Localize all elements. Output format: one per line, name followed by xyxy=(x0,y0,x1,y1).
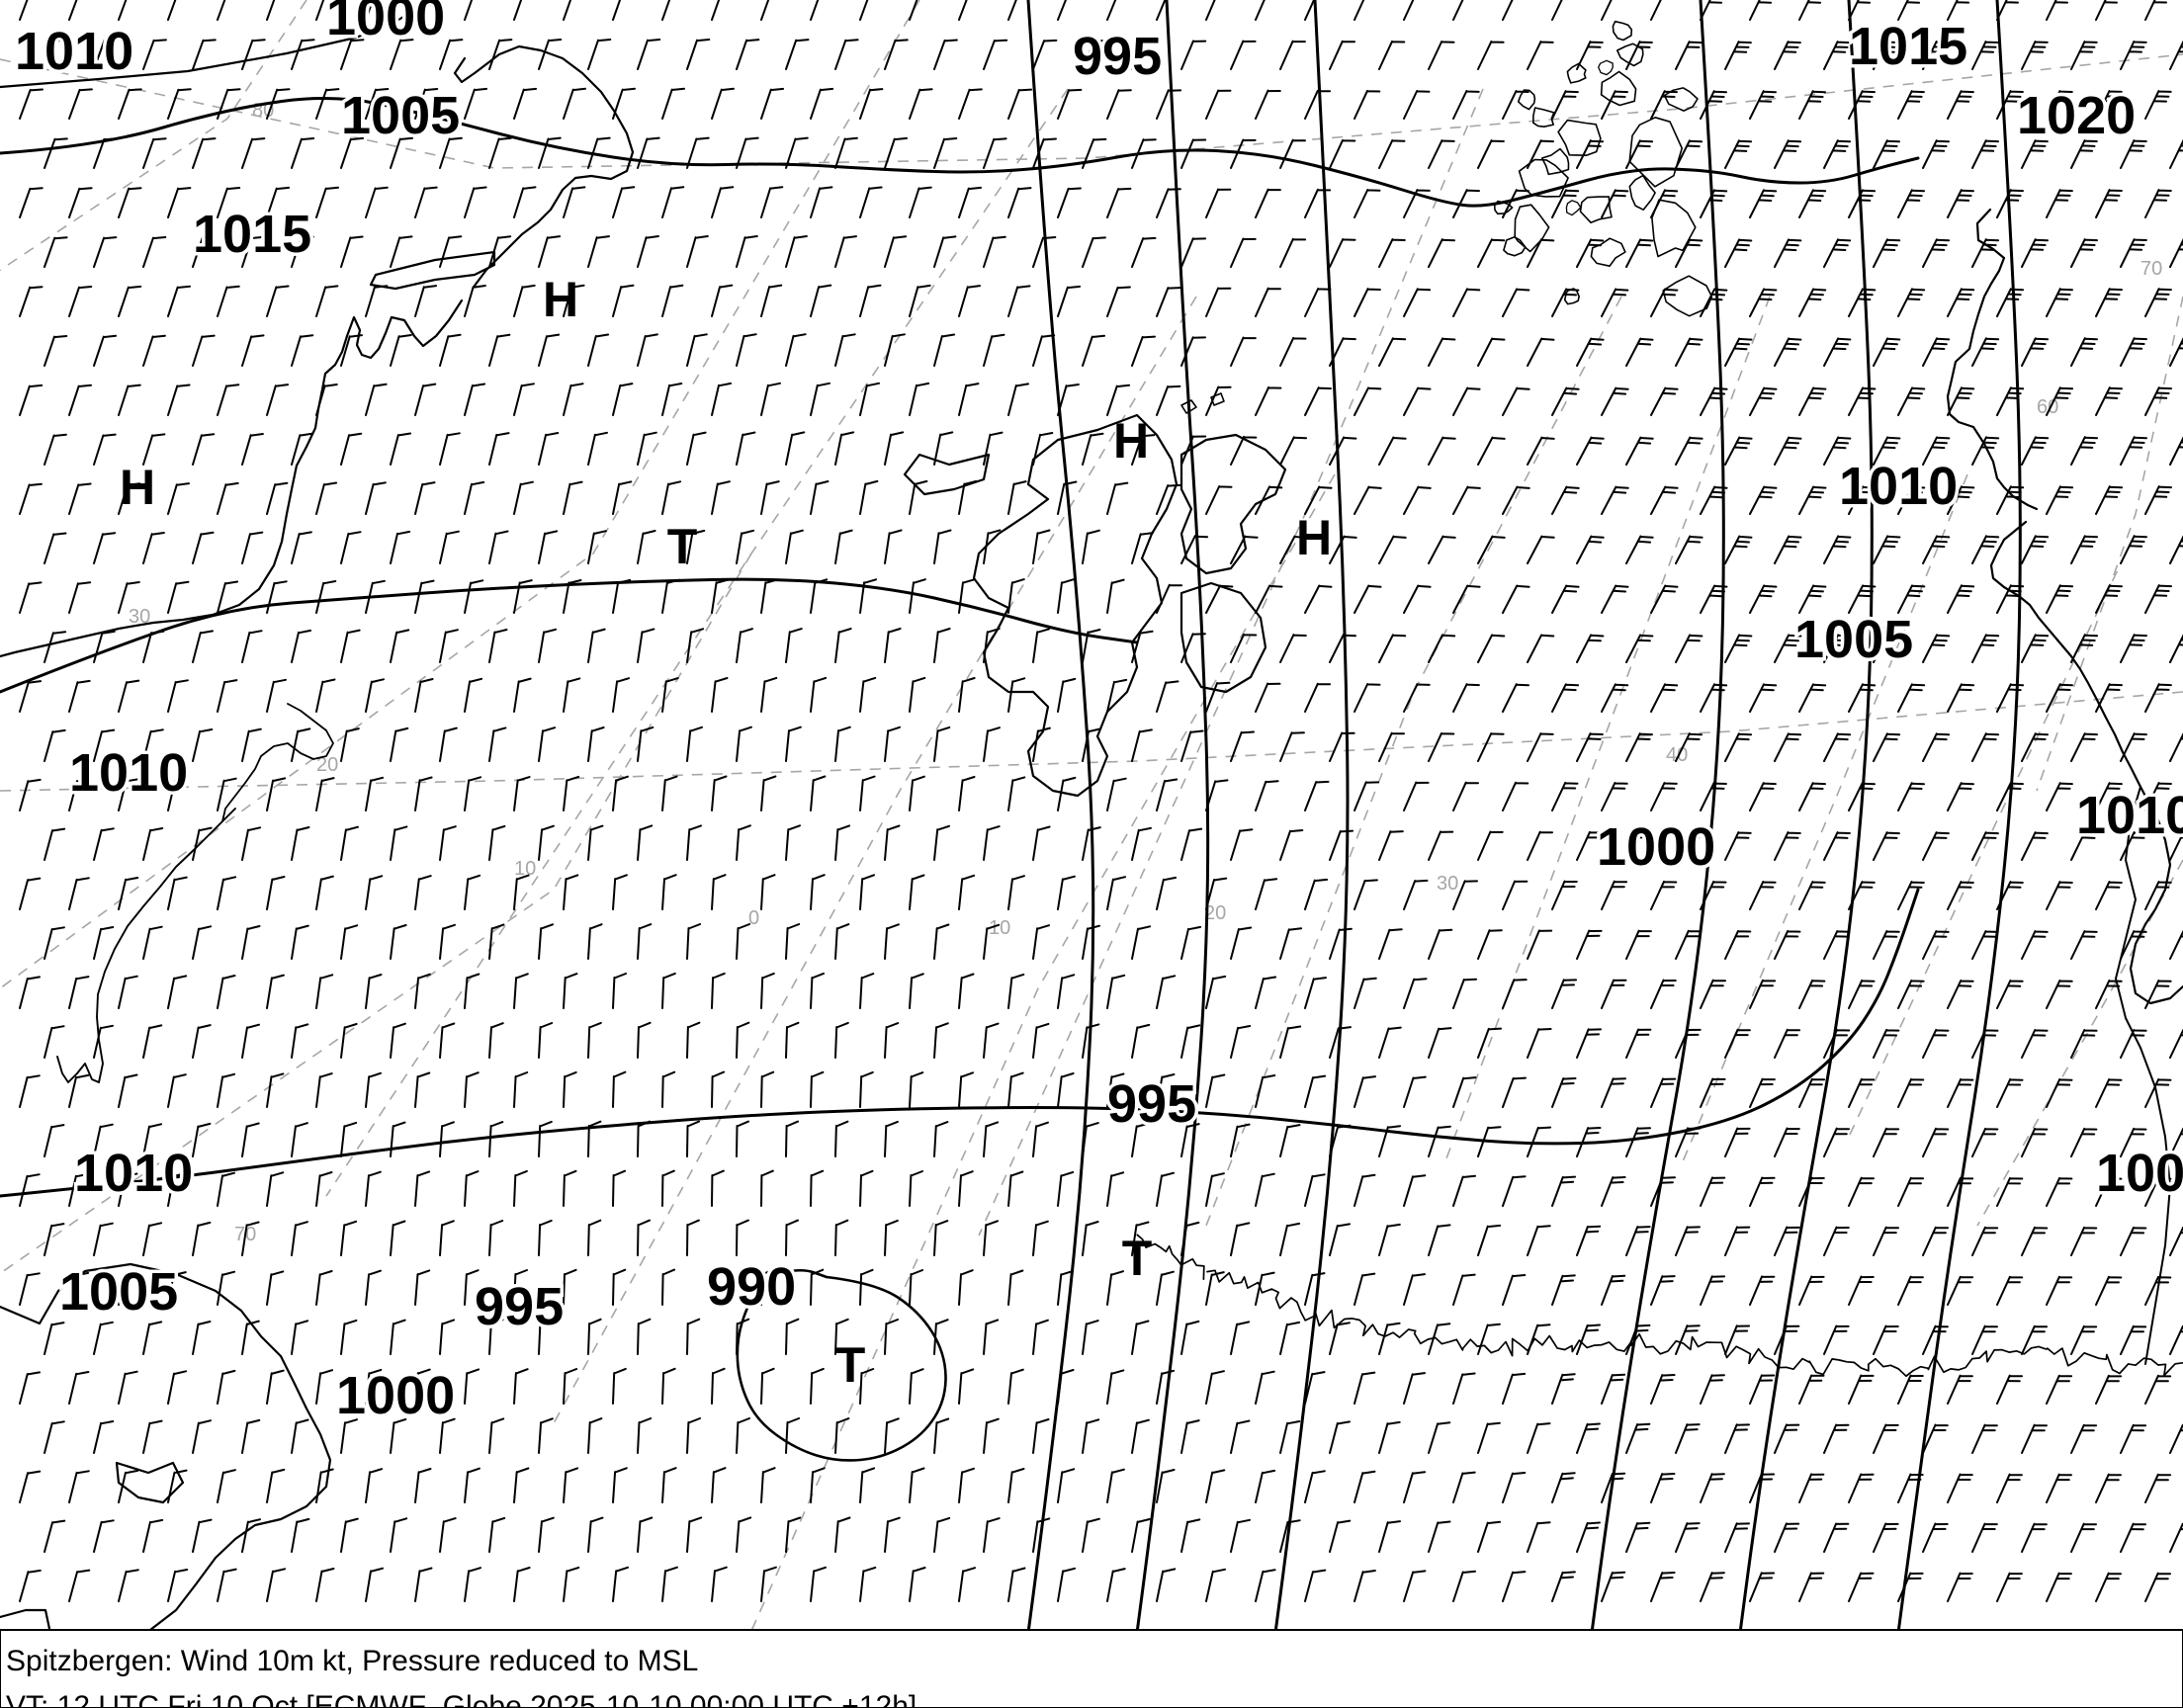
svg-text:1000: 1000 xyxy=(326,0,445,46)
svg-text:H: H xyxy=(120,460,155,515)
svg-text:0: 0 xyxy=(748,907,759,929)
svg-text:H: H xyxy=(543,272,578,327)
svg-text:1005: 1005 xyxy=(341,86,460,145)
svg-text:T: T xyxy=(667,519,698,574)
svg-text:H: H xyxy=(1113,413,1149,469)
svg-text:H: H xyxy=(1296,510,1332,565)
svg-text:1015: 1015 xyxy=(193,205,311,264)
svg-text:1005: 1005 xyxy=(59,1262,178,1322)
svg-text:1015: 1015 xyxy=(1849,17,1967,76)
svg-text:990: 990 xyxy=(707,1257,796,1317)
svg-text:VT: 12 UTC Fri 10 Oct [ECMWF_: VT: 12 UTC Fri 10 Oct [ECMWF_Globe 2025-… xyxy=(6,1690,917,1708)
svg-text:30: 30 xyxy=(1437,873,1458,895)
svg-text:1000: 1000 xyxy=(1597,817,1715,877)
svg-text:1010: 1010 xyxy=(1839,457,1958,516)
svg-text:1020: 1020 xyxy=(2017,86,2136,145)
svg-text:1010: 1010 xyxy=(69,743,188,803)
svg-text:T: T xyxy=(835,1337,866,1393)
svg-text:1005: 1005 xyxy=(2096,1144,2183,1203)
svg-text:1010: 1010 xyxy=(74,1144,193,1203)
svg-text:T: T xyxy=(1122,1231,1153,1286)
svg-text:70: 70 xyxy=(2140,258,2162,280)
svg-text:1010: 1010 xyxy=(2076,786,2183,845)
svg-text:995: 995 xyxy=(475,1277,564,1336)
svg-text:995: 995 xyxy=(1073,27,1162,86)
svg-text:995: 995 xyxy=(1107,1074,1196,1134)
svg-text:1010: 1010 xyxy=(15,22,133,81)
svg-text:40: 40 xyxy=(1666,744,1688,766)
svg-text:Spitzbergen: Wind 10m kt, Pres: Spitzbergen: Wind 10m kt, Pressure reduc… xyxy=(6,1645,698,1677)
svg-text:1000: 1000 xyxy=(336,1366,455,1425)
svg-text:1005: 1005 xyxy=(1794,610,1913,669)
